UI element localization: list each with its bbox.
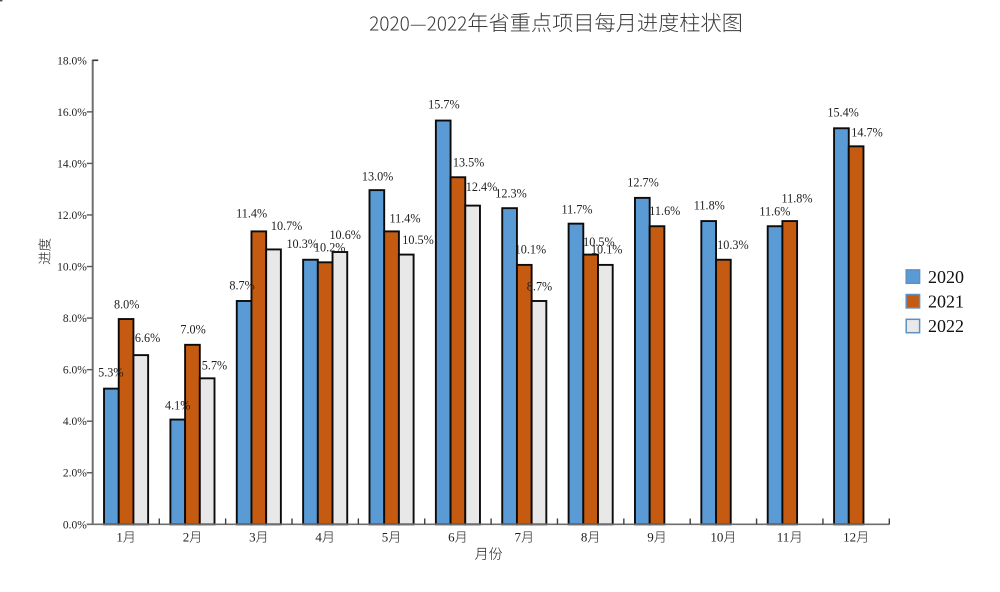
svg-text:11.4%: 11.4% xyxy=(236,207,267,221)
svg-text:4.0%: 4.0% xyxy=(63,416,87,428)
svg-text:5: 5 xyxy=(382,530,389,545)
svg-text:4.1%: 4.1% xyxy=(165,398,190,412)
svg-text:2022: 2022 xyxy=(928,316,964,336)
svg-text:8.7%: 8.7% xyxy=(527,279,552,293)
svg-text:10.2%: 10.2% xyxy=(314,240,345,254)
svg-text:1: 1 xyxy=(116,530,123,545)
svg-text:6.0%: 6.0% xyxy=(63,365,87,377)
svg-text:9: 9 xyxy=(647,530,654,545)
svg-text:4: 4 xyxy=(315,530,322,545)
svg-text:11: 11 xyxy=(777,530,790,545)
svg-text:10.5%: 10.5% xyxy=(402,233,433,247)
svg-text:8.0%: 8.0% xyxy=(63,313,87,325)
svg-text:8.0%: 8.0% xyxy=(114,297,139,311)
svg-text:10.3%: 10.3% xyxy=(717,238,748,252)
svg-text:2.0%: 2.0% xyxy=(63,468,87,480)
svg-text:5.7%: 5.7% xyxy=(202,359,227,373)
svg-text:10.6%: 10.6% xyxy=(329,228,360,242)
svg-text:6: 6 xyxy=(448,530,455,545)
svg-text:7: 7 xyxy=(515,530,522,545)
svg-text:10.0%: 10.0% xyxy=(57,262,87,274)
svg-text:11.4%: 11.4% xyxy=(389,212,420,226)
svg-text:2021: 2021 xyxy=(928,291,964,311)
svg-text:7.0%: 7.0% xyxy=(180,323,205,337)
svg-text:2: 2 xyxy=(183,530,190,545)
svg-text:10.7%: 10.7% xyxy=(271,219,302,233)
svg-text:11.8%: 11.8% xyxy=(781,192,812,206)
svg-text:10: 10 xyxy=(710,530,723,545)
svg-text:2020: 2020 xyxy=(928,267,964,287)
svg-text:10.5%: 10.5% xyxy=(583,235,614,249)
svg-text:14.7%: 14.7% xyxy=(851,125,882,139)
svg-text:12.3%: 12.3% xyxy=(495,187,526,201)
svg-text:12.7%: 12.7% xyxy=(627,175,658,189)
svg-text:10.1%: 10.1% xyxy=(591,243,622,257)
svg-text:16.0%: 16.0% xyxy=(57,107,87,119)
svg-text:5.3%: 5.3% xyxy=(98,365,123,379)
svg-text:8: 8 xyxy=(581,530,588,545)
svg-text:3: 3 xyxy=(249,530,256,545)
svg-text:13.5%: 13.5% xyxy=(453,156,484,170)
svg-text:12.0%: 12.0% xyxy=(57,210,87,222)
svg-text:0.0%: 0.0% xyxy=(63,519,87,531)
svg-text:11.6%: 11.6% xyxy=(759,204,790,218)
svg-text:10.1%: 10.1% xyxy=(515,243,546,257)
svg-text:15.4%: 15.4% xyxy=(827,106,858,120)
svg-text:12: 12 xyxy=(843,530,856,545)
svg-text:12.4%: 12.4% xyxy=(466,180,497,194)
svg-text:6.6%: 6.6% xyxy=(135,331,160,345)
svg-text:18.0%: 18.0% xyxy=(57,55,87,67)
svg-text:11.8%: 11.8% xyxy=(694,198,725,212)
svg-text:15.7%: 15.7% xyxy=(428,98,459,112)
svg-text:8.7%: 8.7% xyxy=(229,279,254,293)
svg-text:14.0%: 14.0% xyxy=(57,158,87,170)
svg-text:10.3%: 10.3% xyxy=(286,237,317,251)
svg-text:11.7%: 11.7% xyxy=(561,202,592,216)
svg-text:11.6%: 11.6% xyxy=(649,204,680,218)
svg-text:13.0%: 13.0% xyxy=(362,170,393,184)
